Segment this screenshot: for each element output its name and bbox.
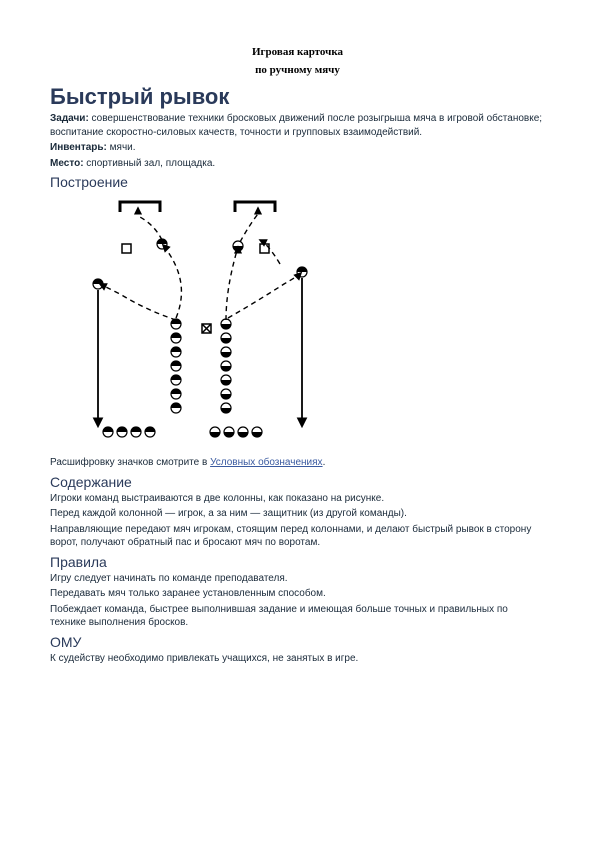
legend-link[interactable]: Условных обозначениях	[210, 457, 322, 468]
tasks-label: Задачи:	[50, 113, 89, 124]
rules-p2: Передавать мяч только заранее установлен…	[50, 587, 545, 601]
omu-p1: К судейству необходимо привлекать учащих…	[50, 652, 545, 666]
rules-p3: Побеждает команда, быстрее выполнившая з…	[50, 603, 545, 630]
legend-pre: Расшифровку значков смотрите в	[50, 457, 210, 468]
page-title: Быстрый рывок	[50, 84, 545, 110]
place-label: Место:	[50, 158, 84, 169]
section-rules-title: Правила	[50, 554, 545, 570]
tasks-text: совершенствование техники бросковых движ…	[50, 113, 542, 138]
rules-p1: Игру следует начинать по команде препода…	[50, 572, 545, 586]
legend-line: Расшифровку значков смотрите в Условных …	[50, 456, 545, 470]
content-p1: Игроки команд выстраиваются в две колонн…	[50, 492, 545, 506]
header-line-2: по ручному мячу	[50, 64, 545, 76]
inventory-text: мячи.	[107, 142, 136, 153]
content-p3: Направляющие передают мяч игрокам, стоящ…	[50, 523, 545, 550]
inventory-paragraph: Инвентарь: мячи.	[50, 141, 545, 155]
formation-diagram	[50, 194, 330, 454]
inventory-label: Инвентарь:	[50, 142, 107, 153]
section-omu-title: ОМУ	[50, 634, 545, 650]
place-text: спортивный зал, площадка.	[84, 158, 216, 169]
header-line-1: Игровая карточка	[50, 46, 545, 58]
section-build-title: Построение	[50, 174, 545, 190]
content-p2: Перед каждой колонной — игрок, а за ним …	[50, 507, 545, 521]
tasks-paragraph: Задачи: совершенствование техники броско…	[50, 112, 545, 139]
place-paragraph: Место: спортивный зал, площадка.	[50, 157, 545, 171]
legend-post: .	[323, 457, 326, 468]
section-content-title: Содержание	[50, 474, 545, 490]
